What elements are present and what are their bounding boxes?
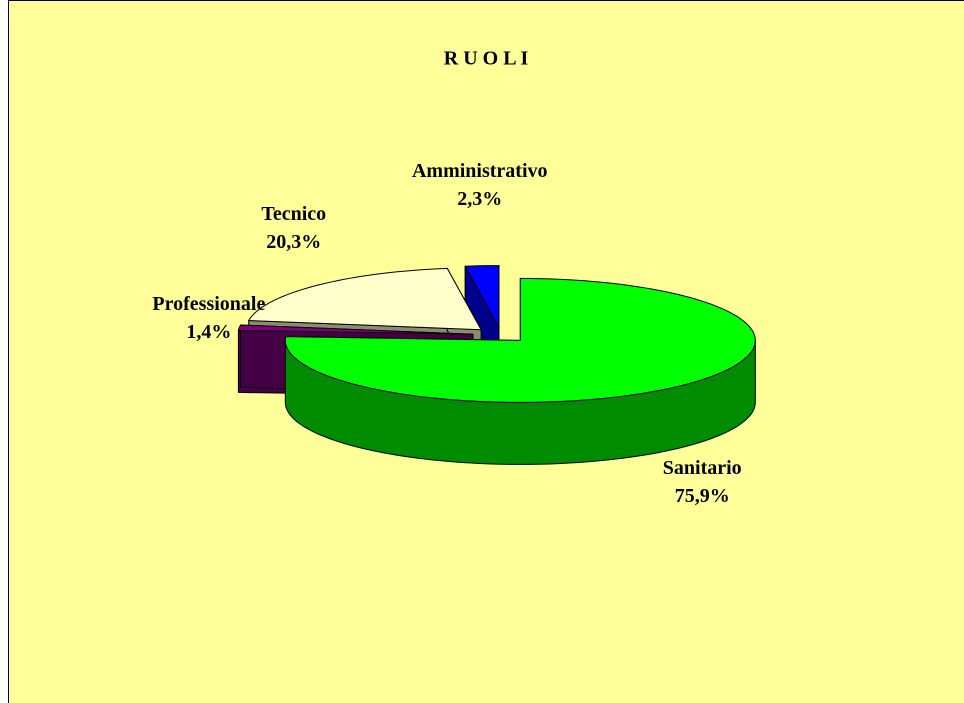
slice-label: Professionale [152, 293, 265, 315]
slice-top [237, 324, 474, 335]
slice-label: Tecnico [261, 203, 326, 225]
slice-label: Amministrativo [412, 160, 548, 182]
slice-value-label: 20,3% [266, 231, 321, 253]
slice-value-label: 75,9% [675, 485, 730, 507]
slice-top [284, 277, 756, 403]
chart-title: R U O L I [444, 48, 529, 70]
slice-top [464, 265, 500, 329]
slice-value-label: 2,3% [457, 188, 502, 210]
slice-value-label: 1,4% [186, 321, 231, 343]
slice-top [248, 267, 482, 331]
pie-slice [284, 277, 756, 465]
slice-label: Sanitario [663, 457, 742, 479]
